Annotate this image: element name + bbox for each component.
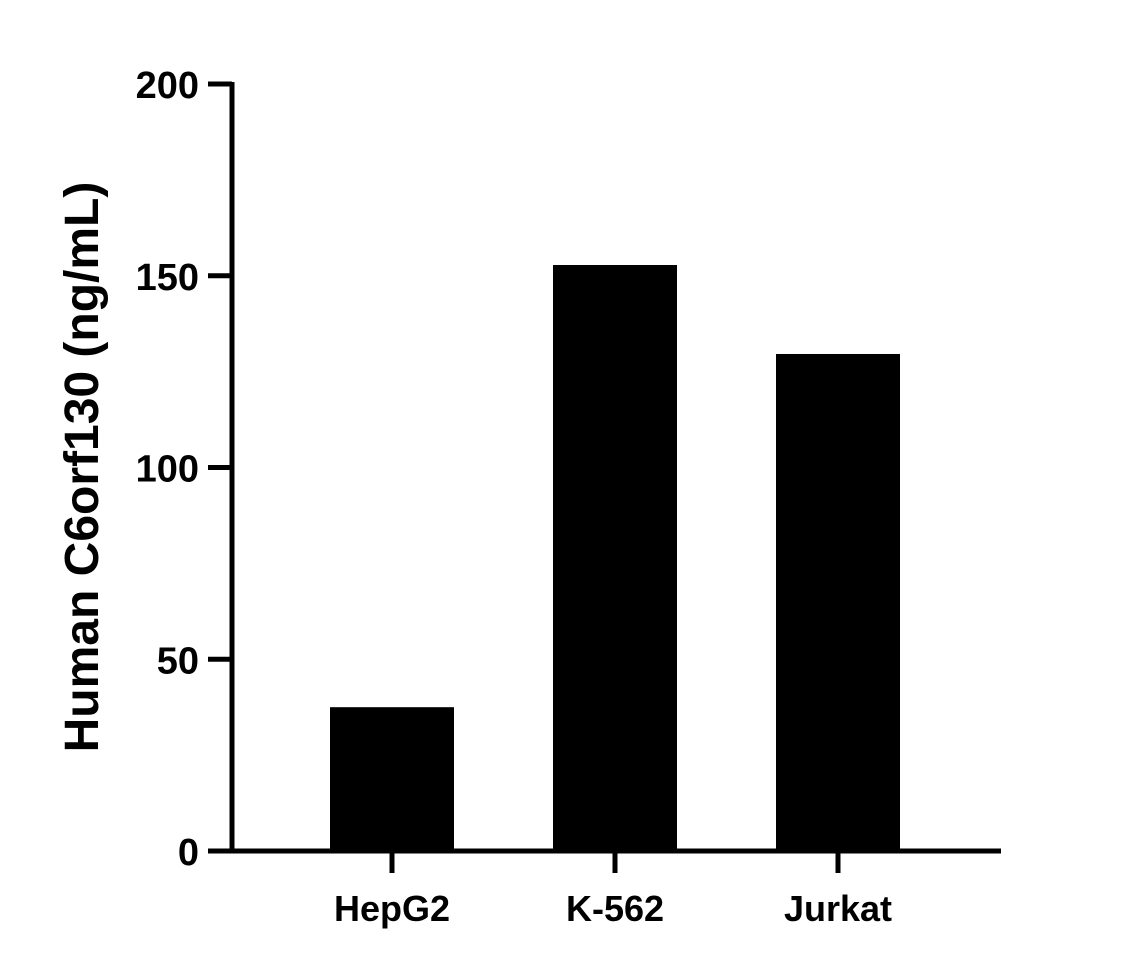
y-tick-label: 0 <box>178 832 199 874</box>
y-tick-label: 200 <box>136 65 199 107</box>
bar-hepg2 <box>330 707 454 851</box>
x-tick-label: Jurkat <box>784 888 892 929</box>
y-tick-label: 150 <box>136 257 199 299</box>
y-axis-label: Human C6orf130 (ng/mL) <box>56 182 109 753</box>
y-tick-label: 50 <box>157 640 199 682</box>
x-tick-label: K-562 <box>566 888 664 929</box>
y-tick-label: 100 <box>136 449 199 491</box>
x-tick-label: HepG2 <box>334 888 450 929</box>
bar-jurkat <box>776 353 900 851</box>
bar-k-562 <box>553 265 677 852</box>
